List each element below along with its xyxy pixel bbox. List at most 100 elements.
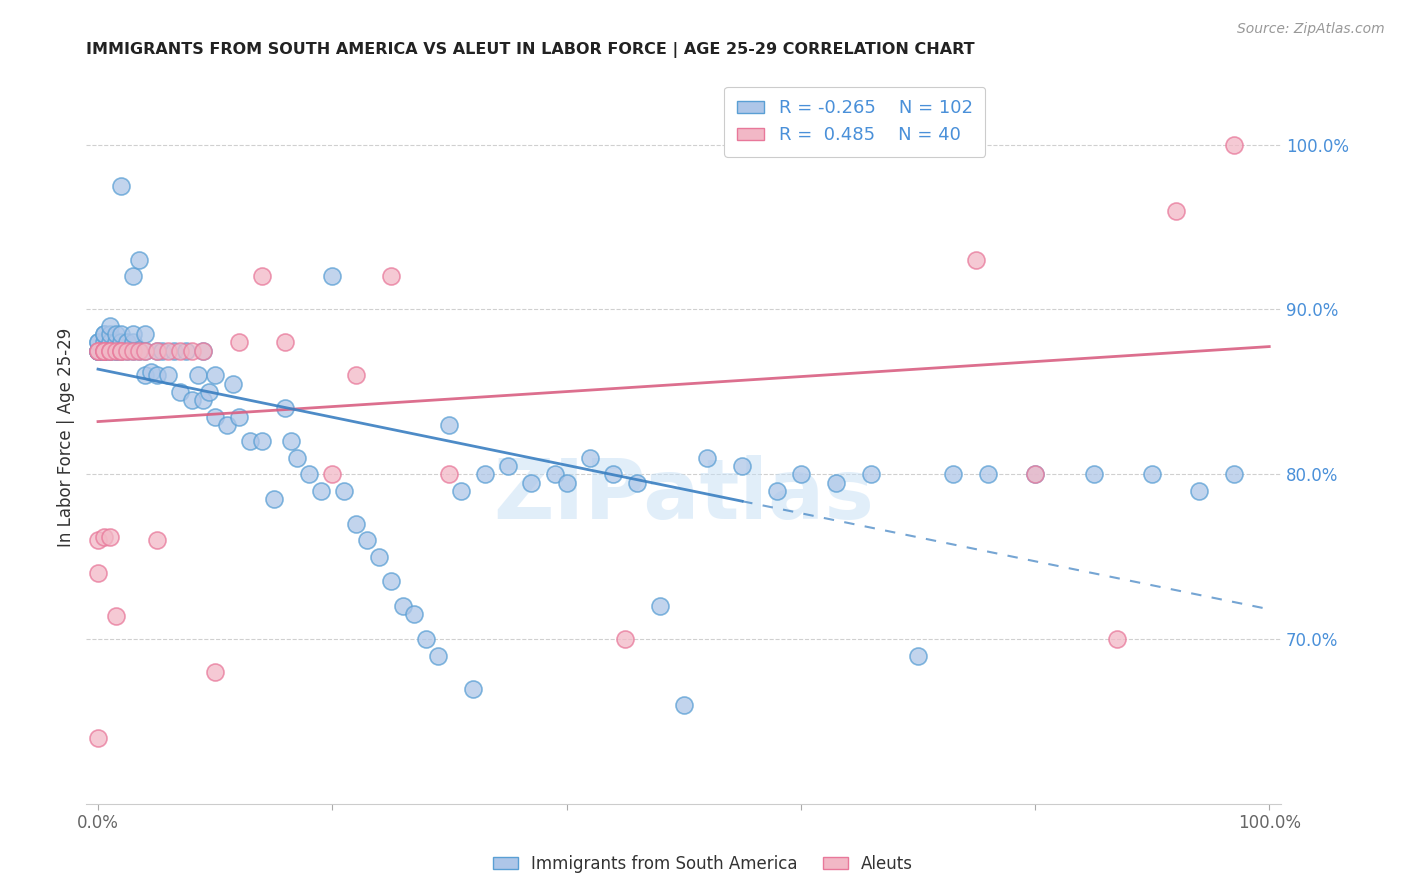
Point — [426, 648, 449, 663]
Point — [1140, 467, 1163, 482]
Point — [117, 343, 139, 358]
Point — [344, 516, 367, 531]
Point — [672, 698, 695, 712]
Point — [87, 343, 110, 358]
Point — [98, 343, 121, 358]
Point — [98, 318, 121, 333]
Point — [93, 343, 115, 358]
Point — [87, 343, 110, 358]
Point — [98, 530, 121, 544]
Point — [157, 368, 180, 383]
Point — [93, 327, 115, 342]
Point — [344, 368, 367, 383]
Point — [309, 483, 332, 498]
Point — [110, 327, 132, 342]
Point — [228, 409, 250, 424]
Point — [87, 533, 110, 548]
Point — [368, 549, 391, 564]
Point — [215, 417, 238, 432]
Point — [404, 607, 426, 622]
Point — [134, 343, 156, 358]
Text: ZIPatlas: ZIPatlas — [494, 456, 875, 536]
Text: Source: ZipAtlas.com: Source: ZipAtlas.com — [1237, 22, 1385, 37]
Point — [93, 343, 115, 358]
Point — [110, 343, 132, 358]
Point — [134, 343, 156, 358]
Point — [391, 599, 413, 614]
Point — [250, 269, 273, 284]
Point — [87, 343, 110, 358]
Point — [128, 343, 150, 358]
Point — [104, 343, 127, 358]
Legend: R = -0.265    N = 102, R =  0.485    N = 40: R = -0.265 N = 102, R = 0.485 N = 40 — [724, 87, 986, 157]
Point — [198, 384, 221, 399]
Point — [98, 327, 121, 342]
Point — [110, 178, 132, 193]
Point — [321, 467, 343, 482]
Point — [579, 450, 602, 465]
Point — [496, 458, 519, 473]
Point — [110, 335, 132, 350]
Point — [180, 343, 202, 358]
Point — [187, 368, 209, 383]
Point — [274, 335, 297, 350]
Point — [626, 475, 648, 490]
Point — [93, 343, 115, 358]
Point — [122, 343, 145, 358]
Point — [1164, 203, 1187, 218]
Point — [98, 343, 121, 358]
Point — [157, 343, 180, 358]
Point — [180, 393, 202, 408]
Point — [450, 483, 472, 498]
Point — [1083, 467, 1105, 482]
Point — [87, 335, 110, 350]
Point — [93, 343, 115, 358]
Point — [122, 327, 145, 342]
Point — [696, 450, 718, 465]
Point — [93, 343, 115, 358]
Point — [415, 632, 437, 647]
Point — [222, 376, 245, 391]
Point — [87, 343, 110, 358]
Point — [122, 335, 145, 350]
Point — [825, 475, 848, 490]
Point — [520, 475, 543, 490]
Point — [87, 335, 110, 350]
Point — [104, 335, 127, 350]
Point — [174, 343, 197, 358]
Point — [128, 252, 150, 267]
Point — [1188, 483, 1211, 498]
Point — [104, 609, 127, 624]
Point — [152, 343, 174, 358]
Point — [169, 384, 191, 399]
Point — [333, 483, 356, 498]
Point — [239, 434, 262, 449]
Point — [87, 343, 110, 358]
Point — [380, 269, 402, 284]
Point — [139, 365, 162, 379]
Point — [117, 343, 139, 358]
Point — [87, 343, 110, 358]
Point — [193, 393, 215, 408]
Point — [134, 327, 156, 342]
Point — [104, 343, 127, 358]
Point — [731, 458, 754, 473]
Point — [169, 343, 191, 358]
Point — [87, 566, 110, 581]
Point — [145, 368, 167, 383]
Point — [98, 343, 121, 358]
Point — [193, 343, 215, 358]
Point — [1024, 467, 1046, 482]
Point — [1024, 467, 1046, 482]
Point — [274, 401, 297, 416]
Legend: Immigrants from South America, Aleuts: Immigrants from South America, Aleuts — [486, 848, 920, 880]
Point — [907, 648, 929, 663]
Point — [228, 335, 250, 350]
Text: IMMIGRANTS FROM SOUTH AMERICA VS ALEUT IN LABOR FORCE | AGE 25-29 CORRELATION CH: IMMIGRANTS FROM SOUTH AMERICA VS ALEUT I… — [86, 42, 974, 58]
Point — [356, 533, 378, 548]
Point — [204, 409, 226, 424]
Point — [439, 417, 461, 432]
Point — [145, 343, 167, 358]
Point — [790, 467, 813, 482]
Point — [87, 343, 110, 358]
